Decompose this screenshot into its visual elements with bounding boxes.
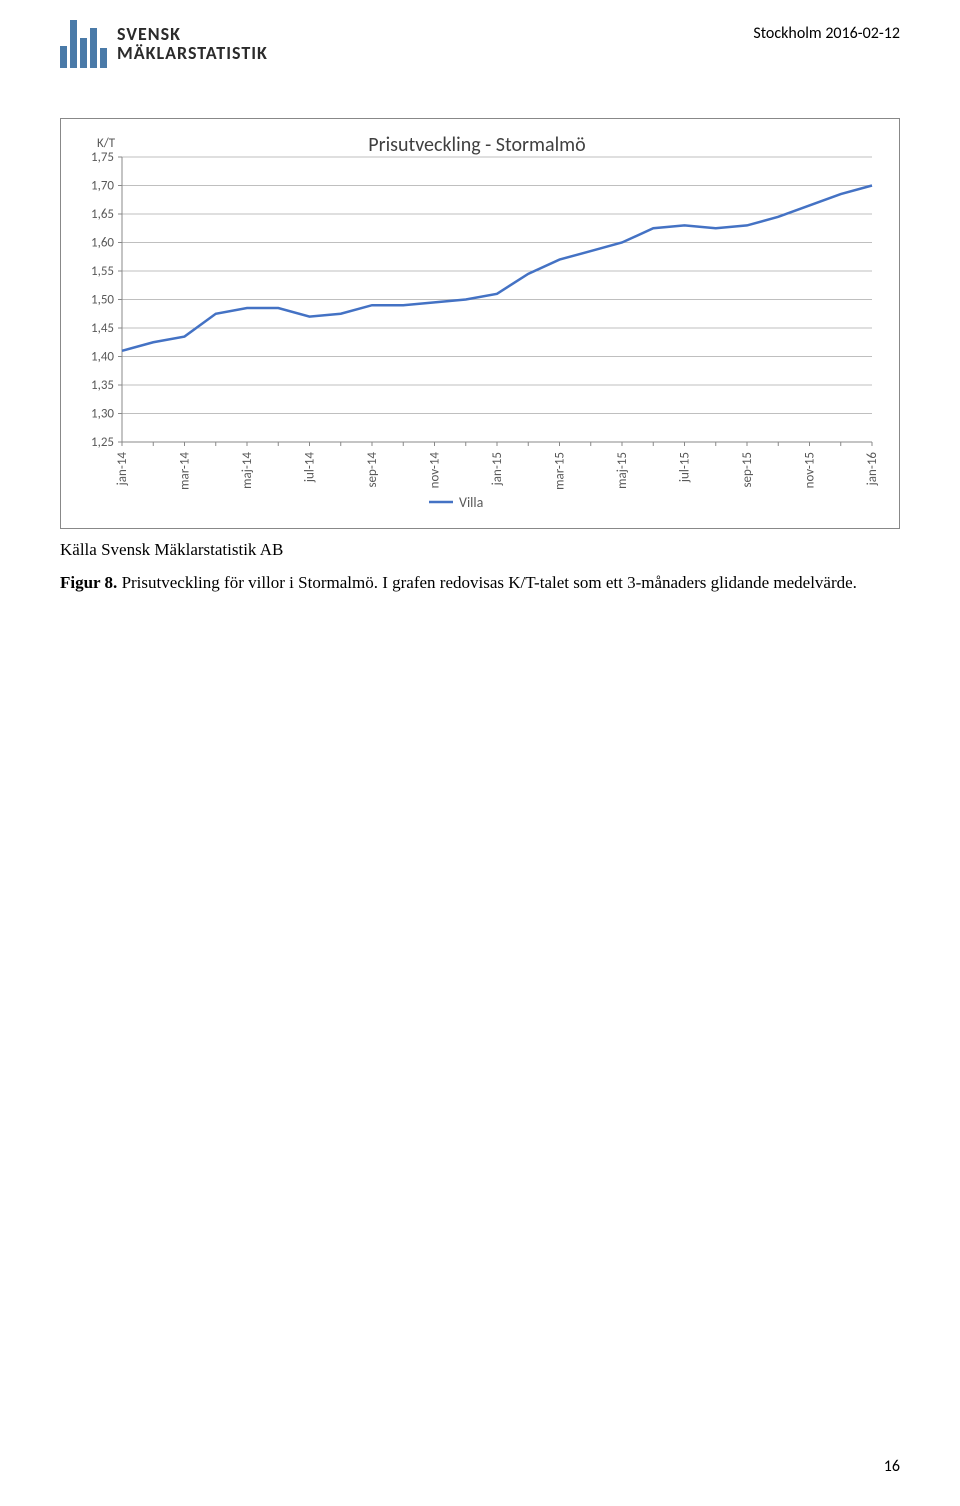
svg-text:maj-15: maj-15 (615, 452, 630, 489)
logo-line2: MÄKLARSTATISTIK (117, 44, 268, 63)
page-header: SVENSK MÄKLARSTATISTIK Stockholm 2016-02… (60, 20, 900, 68)
svg-text:1,40: 1,40 (91, 350, 114, 365)
chart-container: K/T Prisutveckling - Stormalmö 1,25 1,30 1,3… (60, 118, 900, 529)
svg-text:1,70: 1,70 (91, 179, 114, 194)
svg-text:jan-15: jan-15 (490, 452, 505, 486)
svg-text:1,35: 1,35 (91, 378, 114, 393)
svg-text:nov-14: nov-14 (428, 452, 443, 489)
header-date: Stockholm 2016-02-12 (753, 20, 900, 43)
svg-text:mar-14: mar-14 (178, 452, 193, 490)
svg-text:K/T: K/T (97, 136, 116, 151)
svg-text:maj-14: maj-14 (240, 452, 255, 489)
svg-text:Prisutveckling - Stormalmö: Prisutveckling - Stormalmö (368, 133, 585, 157)
figure-caption: Figur 8. Prisutveckling för villor i Sto… (60, 572, 900, 595)
svg-text:1,30: 1,30 (91, 407, 114, 422)
logo-bars-icon (60, 20, 107, 68)
line-chart: K/T Prisutveckling - Stormalmö 1,25 1,30 1,3… (67, 127, 887, 517)
page-number: 16 (884, 1457, 900, 1476)
svg-text:jan-16: jan-16 (865, 452, 880, 487)
logo: SVENSK MÄKLARSTATISTIK (60, 20, 268, 68)
svg-text:1,25: 1,25 (91, 435, 114, 450)
svg-text:1,50: 1,50 (91, 293, 114, 308)
svg-text:1,65: 1,65 (91, 207, 114, 222)
svg-text:nov-15: nov-15 (803, 452, 818, 488)
svg-text:1,60: 1,60 (91, 236, 114, 251)
figure-label: Figur 8. (60, 573, 117, 592)
svg-text:1,75: 1,75 (91, 150, 114, 165)
svg-text:Villa: Villa (459, 494, 483, 511)
logo-text: SVENSK MÄKLARSTATISTIK (117, 25, 268, 63)
document-page: SVENSK MÄKLARSTATISTIK Stockholm 2016-02… (0, 0, 960, 1506)
svg-text:sep-14: sep-14 (365, 452, 380, 488)
caption-block: Källa Svensk Mäklarstatistik AB Figur 8.… (60, 539, 900, 595)
svg-text:jul-14: jul-14 (303, 452, 318, 483)
svg-text:jan-14: jan-14 (115, 452, 130, 487)
svg-text:sep-15: sep-15 (740, 452, 755, 488)
chart-source: Källa Svensk Mäklarstatistik AB (60, 539, 900, 562)
svg-text:mar-15: mar-15 (553, 452, 568, 490)
svg-text:1,45: 1,45 (91, 321, 114, 336)
figure-text: Prisutveckling för villor i Stormalmö. I… (117, 573, 857, 592)
svg-text:1,55: 1,55 (91, 264, 114, 279)
svg-text:jul-15: jul-15 (678, 452, 693, 483)
